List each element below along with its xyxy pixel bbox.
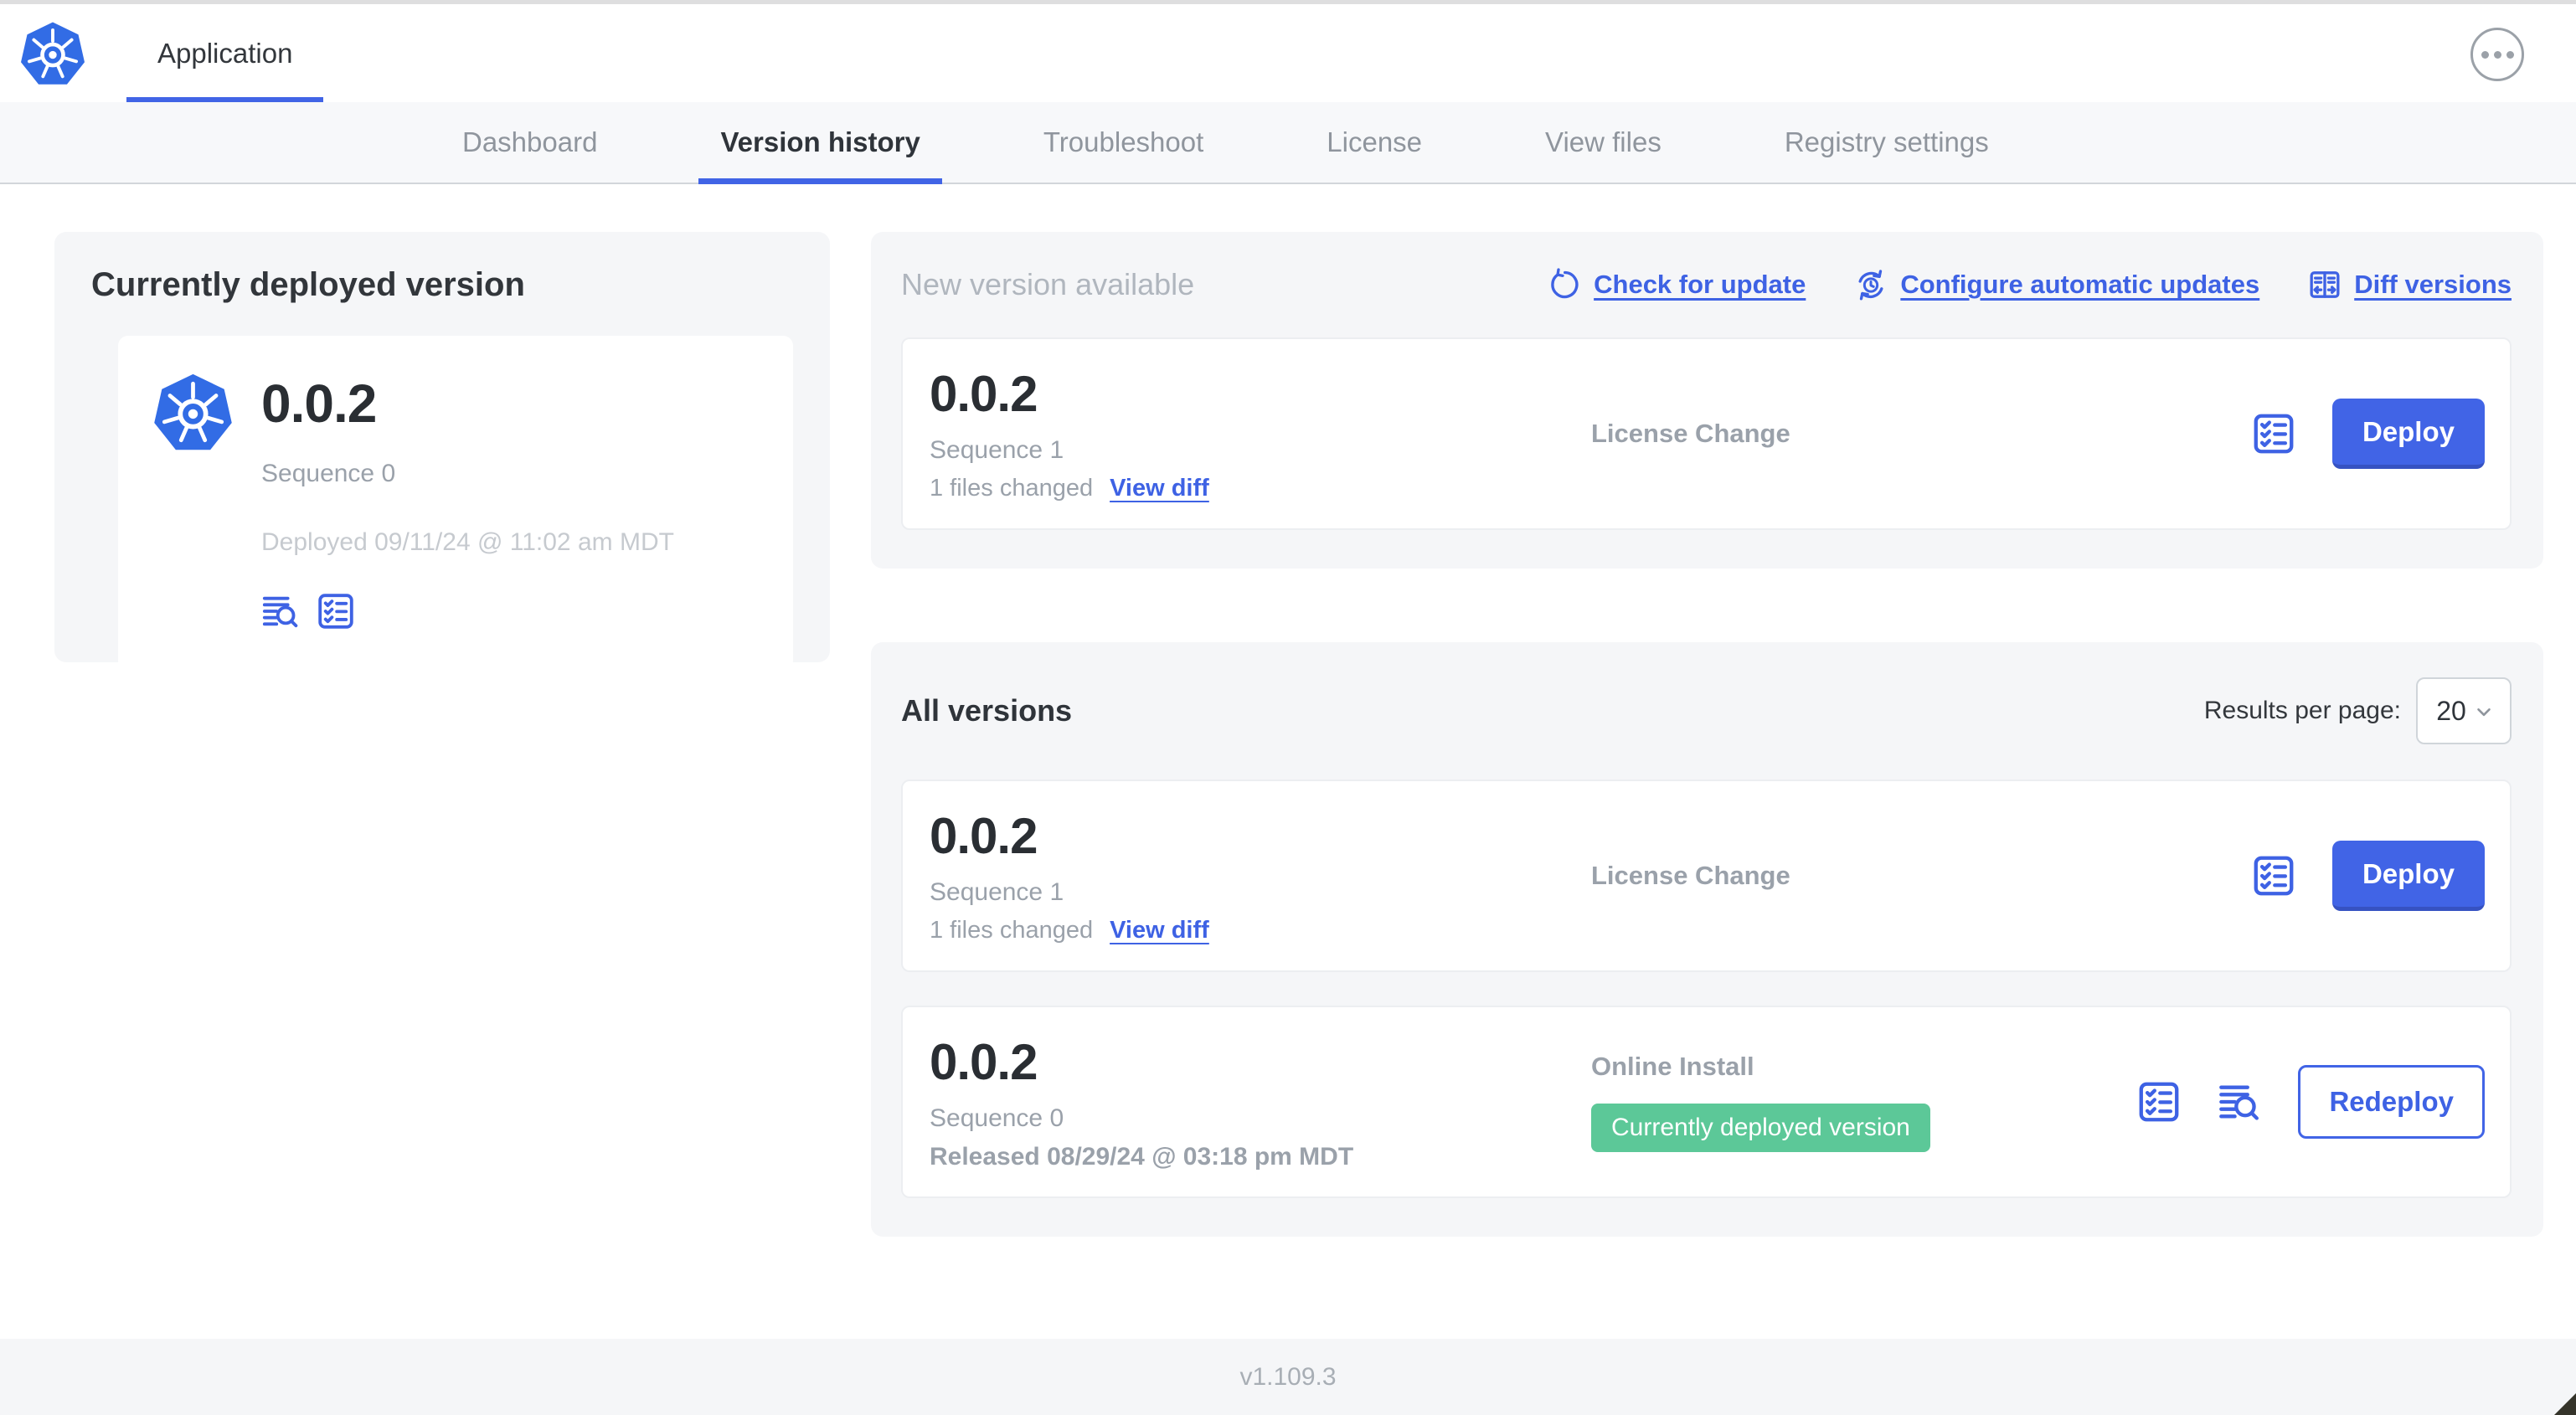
view-logs-icon[interactable] bbox=[2218, 1080, 2261, 1124]
all-versions-title: All versions bbox=[901, 693, 1073, 728]
results-per-page-label: Results per page: bbox=[2203, 697, 2401, 724]
preflight-checklist-icon[interactable] bbox=[2252, 412, 2295, 455]
tab-view-files[interactable]: View files bbox=[1545, 126, 1662, 157]
currently-deployed-badge: Currently deployed version bbox=[1591, 1104, 1930, 1152]
deployed-version-number: 0.0.2 bbox=[261, 373, 377, 434]
ellipsis-icon bbox=[2481, 50, 2489, 59]
diff-versions-link[interactable]: Diff versions bbox=[2308, 268, 2512, 301]
tab-registry-settings[interactable]: Registry settings bbox=[1784, 126, 1989, 157]
new-version-row: 0.0.2 Sequence 1 1 files changed View di… bbox=[901, 337, 2512, 530]
top-bar: Application bbox=[0, 4, 2576, 102]
version-row: 0.0.2 Sequence 1 1 files changed View di… bbox=[901, 780, 2512, 972]
tab-version-history[interactable]: Version history bbox=[698, 102, 943, 184]
view-diff-link[interactable]: View diff bbox=[1110, 475, 1209, 502]
deployed-sequence: Sequence 0 bbox=[261, 460, 396, 487]
app-nav-tab[interactable]: Application bbox=[126, 4, 324, 102]
preflight-checklist-icon[interactable] bbox=[317, 592, 355, 630]
tab-license[interactable]: License bbox=[1327, 126, 1423, 157]
check-for-update-link[interactable]: Check for update bbox=[1548, 268, 1806, 301]
files-changed-text: 1 files changed bbox=[930, 917, 1094, 944]
new-version-title: New version available bbox=[901, 267, 1195, 301]
released-timestamp: Released 08/29/24 @ 03:18 pm MDT bbox=[930, 1142, 1354, 1171]
new-version-card: New version available Check for update C… bbox=[871, 232, 2543, 569]
kubernetes-logo-icon bbox=[20, 21, 85, 86]
version-source: License Change bbox=[1591, 419, 1790, 448]
currently-deployed-title: Currently deployed version bbox=[91, 266, 525, 303]
results-per-page-select[interactable]: 20 bbox=[2416, 677, 2512, 744]
console-version: v1.109.3 bbox=[1239, 1362, 1337, 1391]
version-row: 0.0.2 Sequence 0 Released 08/29/24 @ 03:… bbox=[901, 1006, 2512, 1198]
refresh-icon bbox=[1548, 268, 1581, 301]
deployed-timestamp: Deployed 09/11/24 @ 11:02 am MDT bbox=[261, 528, 674, 556]
cursor-artifact bbox=[2554, 1393, 2576, 1415]
app-sub-nav: Dashboard Version history Troubleshoot L… bbox=[0, 102, 2576, 184]
version-sequence: Sequence 1 bbox=[930, 878, 1064, 906]
preflight-checklist-icon[interactable] bbox=[2137, 1080, 2181, 1124]
chevron-down-icon bbox=[2476, 708, 2491, 716]
deploy-button[interactable]: Deploy bbox=[2331, 399, 2485, 469]
preflight-checklist-icon[interactable] bbox=[2252, 854, 2295, 898]
version-sequence: Sequence 1 bbox=[930, 436, 1064, 464]
version-source: License Change bbox=[1591, 861, 1790, 890]
main-content: Currently deployed version 0.0.2 Sequenc… bbox=[0, 184, 2576, 1237]
deploy-button[interactable]: Deploy bbox=[2331, 841, 2485, 911]
version-number: 0.0.2 bbox=[930, 808, 1038, 864]
app-nav-tab-label: Application bbox=[157, 37, 293, 69]
tab-troubleshoot[interactable]: Troubleshoot bbox=[1043, 126, 1204, 157]
active-tab-underline bbox=[126, 97, 324, 102]
currently-deployed-card: Currently deployed version 0.0.2 Sequenc… bbox=[54, 232, 830, 671]
version-number: 0.0.2 bbox=[930, 1033, 1038, 1090]
window-top-strip bbox=[0, 0, 2576, 4]
redeploy-button[interactable]: Redeploy bbox=[2298, 1065, 2485, 1139]
all-versions-card: All versions Results per page: 20 0.0.2 … bbox=[871, 642, 2543, 1237]
kubernetes-logo-icon bbox=[153, 373, 233, 452]
tab-dashboard[interactable]: Dashboard bbox=[462, 126, 598, 157]
version-source: Online Install bbox=[1591, 1052, 1754, 1081]
files-changed-text: 1 files changed bbox=[930, 475, 1094, 502]
view-logs-icon[interactable] bbox=[261, 592, 300, 630]
auto-update-schedule-icon bbox=[1854, 268, 1888, 301]
diff-icon bbox=[2308, 268, 2342, 301]
view-diff-link[interactable]: View diff bbox=[1110, 917, 1209, 944]
configure-automatic-updates-link[interactable]: Configure automatic updates bbox=[1854, 268, 2259, 301]
version-number: 0.0.2 bbox=[930, 366, 1038, 422]
deployed-version-box: 0.0.2 Sequence 0 Deployed 09/11/24 @ 11:… bbox=[118, 336, 793, 671]
version-sequence: Sequence 0 bbox=[930, 1104, 1064, 1132]
more-menu-button[interactable] bbox=[2470, 28, 2524, 81]
footer: v1.109.3 bbox=[0, 1339, 2576, 1415]
